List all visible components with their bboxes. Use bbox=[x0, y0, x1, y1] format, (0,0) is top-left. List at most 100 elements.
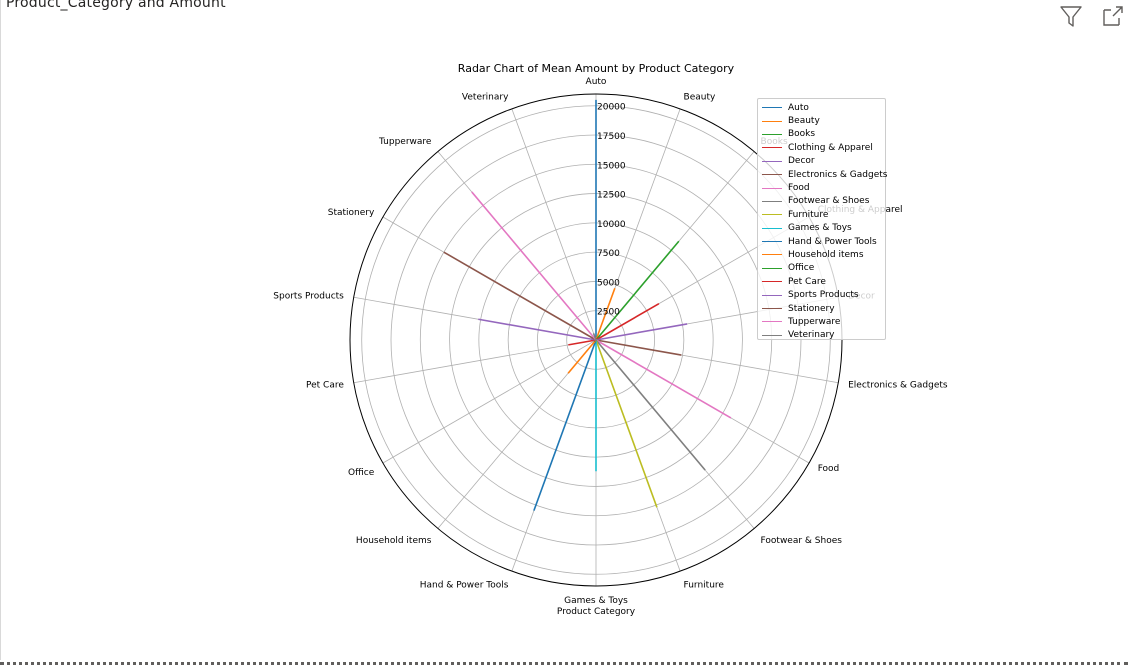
legend-label: Hand & Power Tools bbox=[788, 236, 877, 247]
legend-swatch bbox=[762, 281, 782, 283]
series-line-15 bbox=[443, 251, 597, 341]
series-line-11 bbox=[567, 339, 597, 374]
category-label-16: Tupperware bbox=[378, 137, 432, 147]
legend-label: Food bbox=[788, 183, 810, 194]
series-line-3 bbox=[595, 302, 660, 341]
legend-item-12[interactable]: Office bbox=[758, 262, 885, 275]
radial-tick-label-6: 17500 bbox=[597, 132, 626, 142]
series-line-2 bbox=[595, 240, 680, 341]
legend-item-6[interactable]: Food bbox=[758, 181, 885, 194]
legend-swatch bbox=[762, 254, 782, 256]
grid-spoke-17 bbox=[511, 108, 597, 341]
visual-header-icons bbox=[1058, 3, 1128, 29]
legend-label: Electronics & Gadgets bbox=[788, 169, 888, 180]
series-line-5 bbox=[595, 339, 682, 356]
legend-swatch bbox=[762, 133, 782, 135]
legend-swatch bbox=[762, 294, 782, 296]
series-line-16 bbox=[471, 191, 597, 341]
legend-item-0[interactable]: Auto bbox=[758, 101, 885, 114]
legend-label: Footwear & Shoes bbox=[788, 196, 870, 207]
radial-tick-label-0: 2500 bbox=[597, 308, 620, 318]
legend-label: Clothing & Apparel bbox=[788, 142, 873, 153]
chart-legend: Auto Beauty Books Clothing & Apparel Decor El… bbox=[757, 98, 888, 342]
focus-mode-button[interactable] bbox=[1100, 3, 1126, 29]
legend-label: Auto bbox=[788, 102, 809, 113]
legend-label: Books bbox=[788, 129, 816, 140]
category-label-7: Footwear & Shoes bbox=[761, 536, 843, 546]
visual-title: Product_Category and Amount bbox=[6, 0, 226, 11]
legend-item-9[interactable]: Games & Toys bbox=[758, 222, 885, 235]
category-label-9: Games & Toys bbox=[564, 596, 628, 606]
legend-item-13[interactable]: Pet Care bbox=[758, 275, 885, 288]
legend-item-17[interactable]: Veterinary bbox=[758, 329, 885, 342]
visual-left-border bbox=[0, 0, 1, 660]
category-label-14: Sports Products bbox=[273, 292, 344, 302]
category-label-15: Stationery bbox=[328, 208, 375, 218]
legend-item-14[interactable]: Sports Products bbox=[758, 288, 885, 301]
category-label-13: Pet Care bbox=[306, 380, 344, 390]
legend-item-3[interactable]: Clothing & Apparel bbox=[758, 141, 885, 154]
grid-spoke-13 bbox=[353, 339, 597, 384]
legend-label: Veterinary bbox=[788, 330, 835, 341]
visual-bottom-border bbox=[0, 662, 1128, 665]
category-labels: Auto Beauty Books Clothing & Apparel Decor El… bbox=[273, 77, 948, 606]
chart-title: Radar Chart of Mean Amount by Product Ca… bbox=[458, 62, 735, 75]
category-label-11: Household items bbox=[356, 536, 432, 546]
legend-label: Beauty bbox=[788, 116, 820, 127]
legend-swatch bbox=[762, 214, 782, 216]
legend-item-11[interactable]: Household items bbox=[758, 248, 885, 261]
series-line-10 bbox=[533, 339, 597, 511]
series-line-13 bbox=[568, 339, 597, 346]
legend-swatch bbox=[762, 267, 782, 269]
legend-label: Sports Products bbox=[788, 290, 859, 301]
legend-item-4[interactable]: Decor bbox=[758, 155, 885, 168]
radial-tick-label-2: 7500 bbox=[597, 249, 620, 259]
legend-swatch bbox=[762, 174, 782, 176]
series-line-17 bbox=[592, 333, 597, 341]
category-label-12: Office bbox=[348, 468, 375, 478]
legend-item-10[interactable]: Hand & Power Tools bbox=[758, 235, 885, 248]
filter-button[interactable] bbox=[1058, 3, 1084, 29]
series-line-4 bbox=[595, 323, 688, 341]
focus-mode-icon bbox=[1103, 6, 1123, 26]
category-label-8: Furniture bbox=[684, 581, 725, 591]
legend-swatch bbox=[762, 120, 782, 122]
series-line-8 bbox=[595, 339, 658, 508]
legend-swatch bbox=[762, 187, 782, 189]
legend-swatch bbox=[762, 308, 782, 310]
x-axis-label: Product Category bbox=[557, 607, 636, 617]
category-label-5: Electronics & Gadgets bbox=[848, 380, 948, 390]
legend-swatch bbox=[762, 200, 782, 202]
legend-item-1[interactable]: Beauty bbox=[758, 114, 885, 127]
radar-series-lines bbox=[443, 99, 732, 511]
radial-tick-label-5: 15000 bbox=[597, 161, 626, 171]
legend-label: Office bbox=[788, 263, 815, 274]
legend-label: Stationery bbox=[788, 303, 835, 314]
category-label-1: Beauty bbox=[684, 92, 716, 102]
legend-item-5[interactable]: Electronics & Gadgets bbox=[758, 168, 888, 181]
radial-tick-label-4: 12500 bbox=[597, 191, 626, 201]
legend-swatch bbox=[762, 321, 782, 323]
radar-outer-frame bbox=[349, 93, 843, 587]
legend-swatch bbox=[762, 107, 782, 109]
series-line-7 bbox=[595, 339, 706, 471]
legend-swatch bbox=[762, 227, 782, 229]
legend-item-15[interactable]: Stationery bbox=[758, 302, 885, 315]
legend-label: Games & Toys bbox=[788, 223, 852, 234]
legend-item-16[interactable]: Tupperware bbox=[758, 315, 885, 328]
grid-spoke-12 bbox=[382, 339, 597, 464]
category-label-10: Hand & Power Tools bbox=[420, 581, 509, 591]
radial-tick-label-1: 5000 bbox=[597, 278, 620, 288]
legend-swatch bbox=[762, 147, 782, 149]
category-label-17: Veterinary bbox=[462, 92, 509, 102]
legend-label: Furniture bbox=[788, 209, 829, 220]
legend-item-2[interactable]: Books bbox=[758, 128, 885, 141]
legend-label: Tupperware bbox=[788, 316, 841, 327]
series-line-14 bbox=[478, 318, 597, 341]
legend-item-8[interactable]: Furniture bbox=[758, 208, 885, 221]
legend-swatch bbox=[762, 160, 782, 162]
legend-label: Decor bbox=[788, 156, 815, 167]
legend-item-7[interactable]: Footwear & Shoes bbox=[758, 195, 885, 208]
category-label-6: Food bbox=[818, 464, 840, 474]
